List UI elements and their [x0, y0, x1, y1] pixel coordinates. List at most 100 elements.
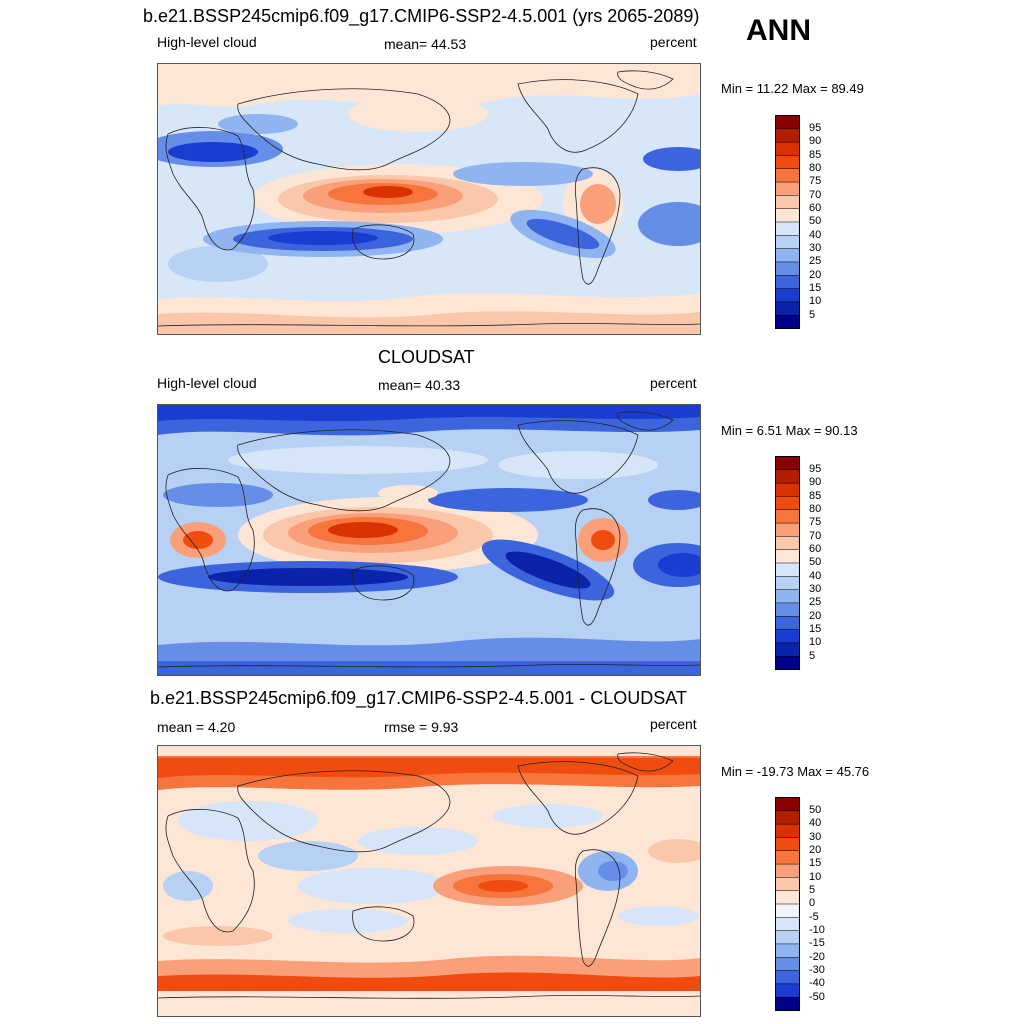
cb3-label: -10 [809, 924, 825, 936]
colorbar-swatch [775, 810, 800, 825]
cb2-label: 95 [809, 463, 822, 475]
colorbar-swatch [775, 970, 800, 985]
cb1-label: 60 [809, 202, 822, 214]
cb3-label: 15 [809, 857, 822, 869]
cb3-label: 5 [809, 884, 816, 896]
cb3-label: 30 [809, 831, 822, 843]
colorbar-swatch [775, 509, 800, 524]
panel3-colorbar [775, 797, 835, 1011]
panel3-map [157, 745, 701, 1017]
colorbar-swatch [775, 496, 800, 511]
cb1-label: 70 [809, 189, 822, 201]
panel3-title: b.e21.BSSP245cmip6.f09_g17.CMIP6-SSP2-4.… [150, 688, 687, 708]
panel2-minmax-label: Min = 6.51 Max = 90.13 [721, 423, 858, 438]
panel3-minmax-label: Min = -19.73 Max = 45.76 [721, 764, 870, 779]
colorbar-swatch [775, 576, 800, 591]
cb3-label: -15 [809, 937, 825, 949]
cb1-label: 20 [809, 269, 822, 281]
panel1-units-label: percent [650, 34, 697, 50]
cb1-label: 80 [809, 162, 822, 174]
cb2-label: 90 [809, 476, 822, 488]
cb3-label: 40 [809, 817, 822, 829]
colorbar-swatch [775, 168, 800, 183]
colorbar-swatch [775, 456, 800, 471]
colorbar-swatch [775, 943, 800, 958]
colorbar-swatch [775, 536, 800, 551]
colorbar-swatch [775, 996, 800, 1011]
cb1-label: 90 [809, 135, 822, 147]
cb2-label: 30 [809, 583, 822, 595]
colorbar-swatch [775, 917, 800, 932]
colorbar-swatch [775, 903, 800, 918]
cb1-label: 10 [809, 295, 822, 307]
colorbar-swatch [775, 890, 800, 905]
colorbar-swatch [775, 655, 800, 670]
panel2-units-label: percent [650, 375, 697, 391]
panel1-variable-label: High-level cloud [157, 34, 257, 50]
panel2-variable-label: High-level cloud [157, 375, 257, 391]
panel1-mean-label: mean= 44.53 [384, 36, 467, 52]
colorbar-swatch [775, 930, 800, 945]
cb3-label: -40 [809, 977, 825, 989]
cb1-label: 30 [809, 242, 822, 254]
cb3-label: -50 [809, 991, 825, 1003]
colorbar-swatch [775, 562, 800, 577]
colorbar-swatch [775, 616, 800, 631]
cb1-label: 5 [809, 309, 816, 321]
cb1-label: 50 [809, 215, 822, 227]
cb1-label: 75 [809, 175, 822, 187]
colorbar-swatch [775, 823, 800, 838]
panel2-mean-label: mean= 40.33 [378, 377, 461, 393]
colorbar-swatch [775, 837, 800, 852]
colorbar-swatch [775, 235, 800, 250]
cb3-label: -5 [809, 911, 819, 923]
colorbar-swatch [775, 549, 800, 564]
cb2-label: 60 [809, 543, 822, 555]
colorbar-swatch [775, 115, 800, 130]
colorbar-swatch [775, 629, 800, 644]
cb2-label: 50 [809, 556, 822, 568]
colorbar-swatch [775, 850, 800, 865]
panel3-mean-label: mean = 4.20 [157, 719, 236, 735]
cb2-label: 15 [809, 623, 822, 635]
colorbar-swatch [775, 155, 800, 170]
panel2-title: CLOUDSAT [378, 347, 475, 367]
cb3-label: 0 [809, 897, 816, 909]
colorbar-swatch [775, 863, 800, 878]
panel2-colorbar [775, 456, 835, 670]
colorbar-swatch [775, 208, 800, 223]
cb2-label: 40 [809, 570, 822, 582]
cb1-label: 95 [809, 122, 822, 134]
cb2-label: 70 [809, 530, 822, 542]
season-label: ANN [746, 14, 811, 47]
cb1-label: 85 [809, 149, 822, 161]
panel1-colorbar [775, 115, 835, 329]
cb2-label: 85 [809, 490, 822, 502]
cb1-label: 15 [809, 282, 822, 294]
colorbar-swatch [775, 602, 800, 617]
cb2-label: 5 [809, 650, 816, 662]
cb2-label: 10 [809, 636, 822, 648]
colorbar-swatch [775, 522, 800, 537]
cb1-label: 40 [809, 229, 822, 241]
colorbar-swatch [775, 128, 800, 143]
colorbar-swatch [775, 877, 800, 892]
panel1-minmax-label: Min = 11.22 Max = 89.49 [721, 81, 864, 96]
cb3-label: 10 [809, 871, 822, 883]
colorbar-swatch [775, 195, 800, 210]
colorbar-swatch [775, 589, 800, 604]
cb3-label: 50 [809, 804, 822, 816]
panel1-title: b.e21.BSSP245cmip6.f09_g17.CMIP6-SSP2-4.… [143, 6, 700, 26]
colorbar-swatch [775, 248, 800, 263]
colorbar-swatch [775, 181, 800, 196]
colorbar-swatch [775, 261, 800, 276]
panel3-rmse-label: rmse = 9.93 [384, 719, 459, 735]
cb3-label: 20 [809, 844, 822, 856]
colorbar-swatch [775, 469, 800, 484]
panel2-map [157, 404, 701, 676]
colorbar-swatch [775, 983, 800, 998]
cb1-label: 25 [809, 255, 822, 267]
cb2-label: 80 [809, 503, 822, 515]
colorbar-swatch [775, 301, 800, 316]
cb2-label: 75 [809, 516, 822, 528]
